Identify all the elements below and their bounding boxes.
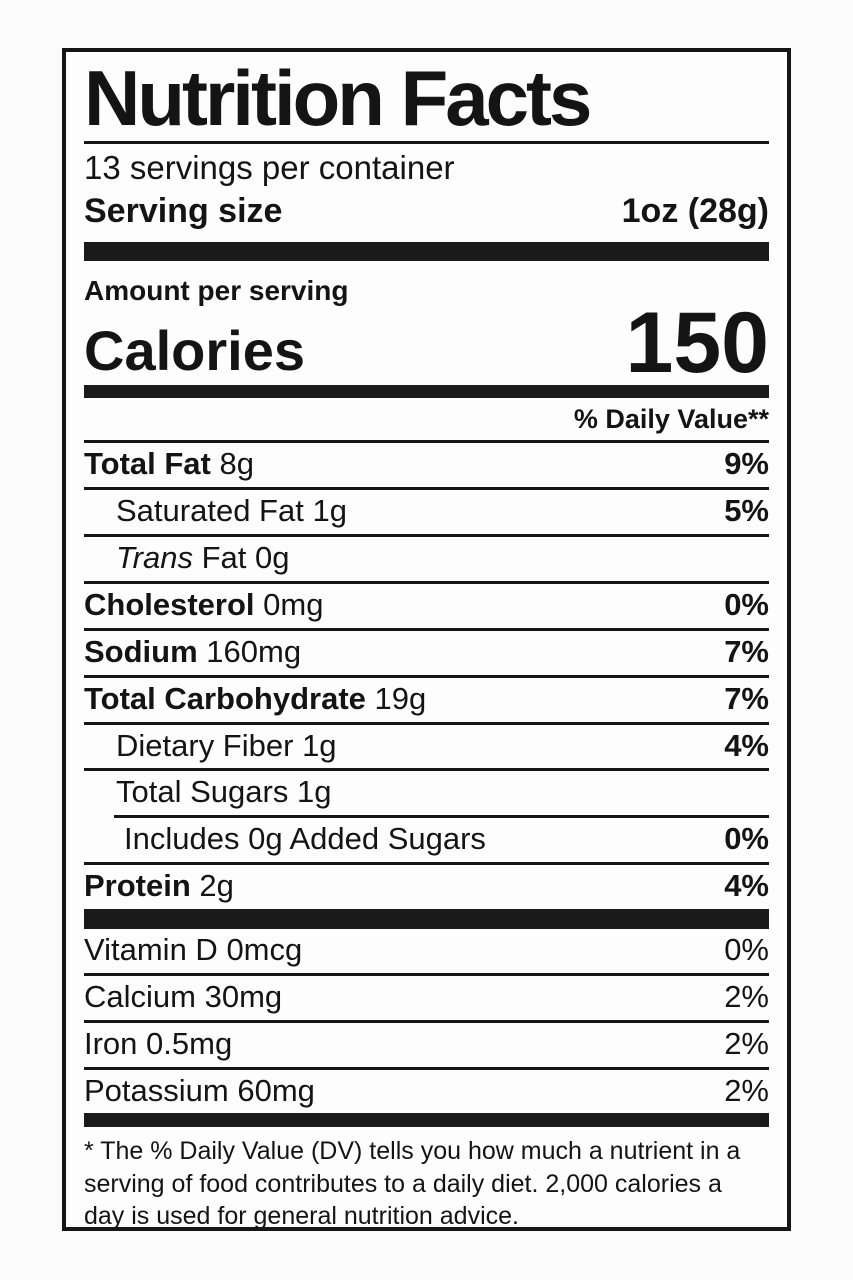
- divider-hairline: [114, 815, 769, 819]
- nutrient-name: Sodium 160mg: [84, 633, 302, 669]
- divider-medium-bar: [84, 384, 769, 398]
- divider-hairline: [84, 862, 769, 866]
- servings-per-container: 13 servings per container: [84, 149, 455, 187]
- nutrient-amount: 19g: [374, 680, 427, 716]
- serving-size-row: Serving size 1oz (28g): [84, 191, 769, 238]
- nutrient-row: Dietary Fiber 1g 4%: [84, 725, 769, 769]
- vitamin-table: Vitamin D 0mcg 0% Calcium 30mg 2% Iron 0.5mg…: [84, 929, 769, 1113]
- nutrient-amount: 8g: [219, 446, 254, 482]
- divider-hairline: [84, 721, 769, 725]
- nutrient-name: Saturated Fat 1g: [116, 493, 347, 529]
- nutrient-daily-value: 4%: [724, 727, 769, 763]
- nutrient-row: Total Fat 8g 9%: [84, 443, 769, 487]
- nutrient-daily-value: 2%: [724, 978, 769, 1014]
- divider-hairline: [84, 487, 769, 491]
- nutrient-daily-value: 7%: [724, 633, 769, 669]
- label-title: Nutrition Facts: [84, 59, 769, 145]
- nutrient-row: Sodium 160mg 7%: [84, 631, 769, 675]
- nutrition-facts-label: Nutrition Facts 13 servings per containe…: [62, 48, 791, 1231]
- divider-hairline: [84, 768, 769, 772]
- divider-hairline: [84, 1019, 769, 1023]
- nutrient-name: Calcium 30mg: [84, 978, 283, 1014]
- divider-thick-bar-2: [84, 909, 769, 930]
- nutrient-daily-value: 7%: [724, 680, 769, 716]
- nutrient-daily-value: 4%: [724, 868, 769, 904]
- nutrient-amount: 2g: [199, 868, 234, 904]
- nutrient-daily-value: 0%: [724, 587, 769, 623]
- nutrient-name: Trans Fat 0g: [116, 540, 290, 576]
- nutrient-daily-value: 0%: [724, 821, 769, 857]
- vitamin-row: Calcium 30mg 2%: [84, 976, 769, 1020]
- nutrient-row: Protein 2g 4%: [84, 865, 769, 909]
- nutrient-amount: 160mg: [206, 633, 302, 669]
- serving-size-label: Serving size: [84, 192, 283, 231]
- nutrient-name: Total Carbohydrate 19g: [84, 680, 427, 716]
- nutrient-amount: 0g: [254, 540, 290, 576]
- nutrient-amount: 1g: [302, 727, 337, 763]
- nutrient-name: Vitamin D 0mcg: [84, 932, 303, 968]
- nutrient-name: Total Sugars 1g: [116, 774, 332, 810]
- nutrient-name: Total Fat 8g: [84, 446, 254, 482]
- nutrient-name: Iron 0.5mg: [84, 1025, 233, 1061]
- divider-hairline: [84, 440, 769, 444]
- nutrient-row: Total Sugars 1g: [84, 771, 769, 815]
- divider-hairline: [84, 627, 769, 631]
- amount-per-serving-label: Amount per serving: [84, 274, 349, 306]
- nutrient-row: Trans Fat 0g: [84, 537, 769, 581]
- nutrient-name: Potassium 60mg: [84, 1072, 315, 1108]
- calories-value: 150: [625, 294, 770, 391]
- nutrient-row: Total Carbohydrate 19g 7%: [84, 678, 769, 722]
- vitamin-row: Iron 0.5mg 2%: [84, 1023, 769, 1067]
- nutrient-amount: 0.5mg: [146, 1025, 233, 1061]
- nutrient-daily-value: 9%: [724, 446, 769, 482]
- divider-thick-bar: [84, 241, 769, 261]
- nutrient-amount: 1g: [296, 774, 332, 810]
- vitamin-row: Vitamin D 0mcg 0%: [84, 929, 769, 973]
- nutrient-amount: 60mg: [237, 1072, 315, 1108]
- nutrient-row: Includes 0g Added Sugars 0%: [84, 818, 769, 862]
- nutrient-daily-value: 5%: [724, 493, 769, 529]
- vitamin-row: Potassium 60mg 2%: [84, 1070, 769, 1114]
- divider-hairline: [84, 972, 769, 976]
- nutrient-daily-value: 2%: [724, 1025, 769, 1061]
- nutrient-amount: 0mcg: [226, 932, 303, 968]
- nutrient-amount: 1g: [312, 493, 347, 529]
- daily-value-header: % Daily Value**: [573, 403, 769, 434]
- serving-size-value: 1oz (28g): [621, 192, 769, 231]
- divider-hairline: [84, 674, 769, 678]
- divider-medium-bar-2: [84, 1113, 769, 1128]
- footnote: * The % Daily Value (DV) tells you how m…: [84, 1137, 741, 1231]
- nutrient-amount: 0mg: [263, 587, 324, 623]
- nutrient-table: Total Fat 8g 9% Saturated Fat 1g 5% Trans Fa…: [84, 440, 769, 909]
- nutrient-row: Saturated Fat 1g 5%: [84, 490, 769, 534]
- divider-hairline: [84, 534, 769, 538]
- divider-hairline: [84, 581, 769, 585]
- nutrient-name: Includes 0g Added Sugars: [124, 821, 486, 857]
- nutrient-name: Protein 2g: [84, 868, 234, 904]
- nutrient-daily-value: 0%: [724, 932, 769, 968]
- calories-row: Calories 150: [84, 294, 770, 391]
- nutrient-row: Cholesterol 0mg 0%: [84, 584, 769, 628]
- nutrient-name: Dietary Fiber 1g: [116, 727, 337, 763]
- nutrient-name: Cholesterol 0mg: [84, 587, 324, 623]
- divider-hairline: [84, 1066, 769, 1070]
- calories-label: Calories: [84, 318, 305, 382]
- nutrient-daily-value: 2%: [724, 1072, 769, 1108]
- nutrient-amount: 30mg: [204, 978, 283, 1014]
